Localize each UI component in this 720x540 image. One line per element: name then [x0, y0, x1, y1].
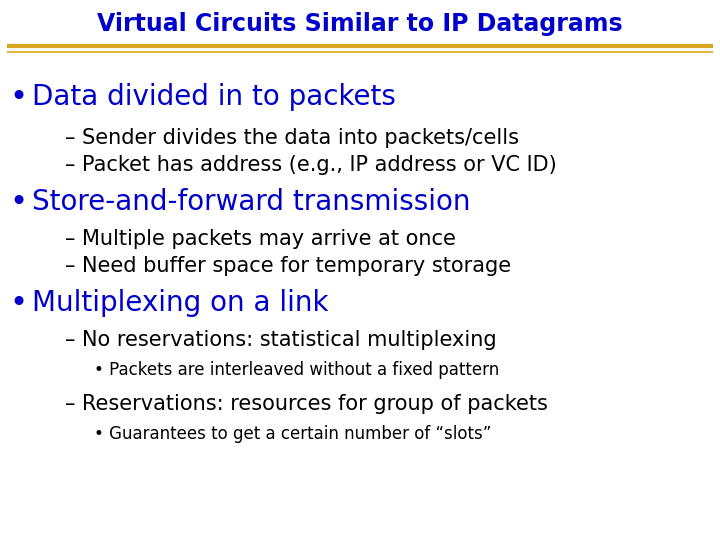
Text: – Sender divides the data into packets/cells: – Sender divides the data into packets/c…: [65, 127, 519, 148]
Text: – Multiple packets may arrive at once: – Multiple packets may arrive at once: [65, 228, 456, 249]
Text: Data divided in to packets: Data divided in to packets: [32, 83, 396, 111]
Text: – Packet has address (e.g., IP address or VC ID): – Packet has address (e.g., IP address o…: [65, 154, 557, 175]
Text: •: •: [9, 188, 27, 217]
Text: Multiplexing on a link: Multiplexing on a link: [32, 289, 329, 318]
Text: Store-and-forward transmission: Store-and-forward transmission: [32, 188, 471, 217]
Text: – No reservations: statistical multiplexing: – No reservations: statistical multiplex…: [65, 330, 496, 350]
Text: • Guarantees to get a certain number of “slots”: • Guarantees to get a certain number of …: [94, 424, 491, 443]
Text: – Reservations: resources for group of packets: – Reservations: resources for group of p…: [65, 394, 548, 414]
Text: •: •: [9, 83, 27, 112]
Text: – Need buffer space for temporary storage: – Need buffer space for temporary storag…: [65, 255, 511, 276]
Text: • Packets are interleaved without a fixed pattern: • Packets are interleaved without a fixe…: [94, 361, 499, 379]
Text: Virtual Circuits Similar to IP Datagrams: Virtual Circuits Similar to IP Datagrams: [97, 12, 623, 36]
Text: •: •: [9, 289, 27, 318]
